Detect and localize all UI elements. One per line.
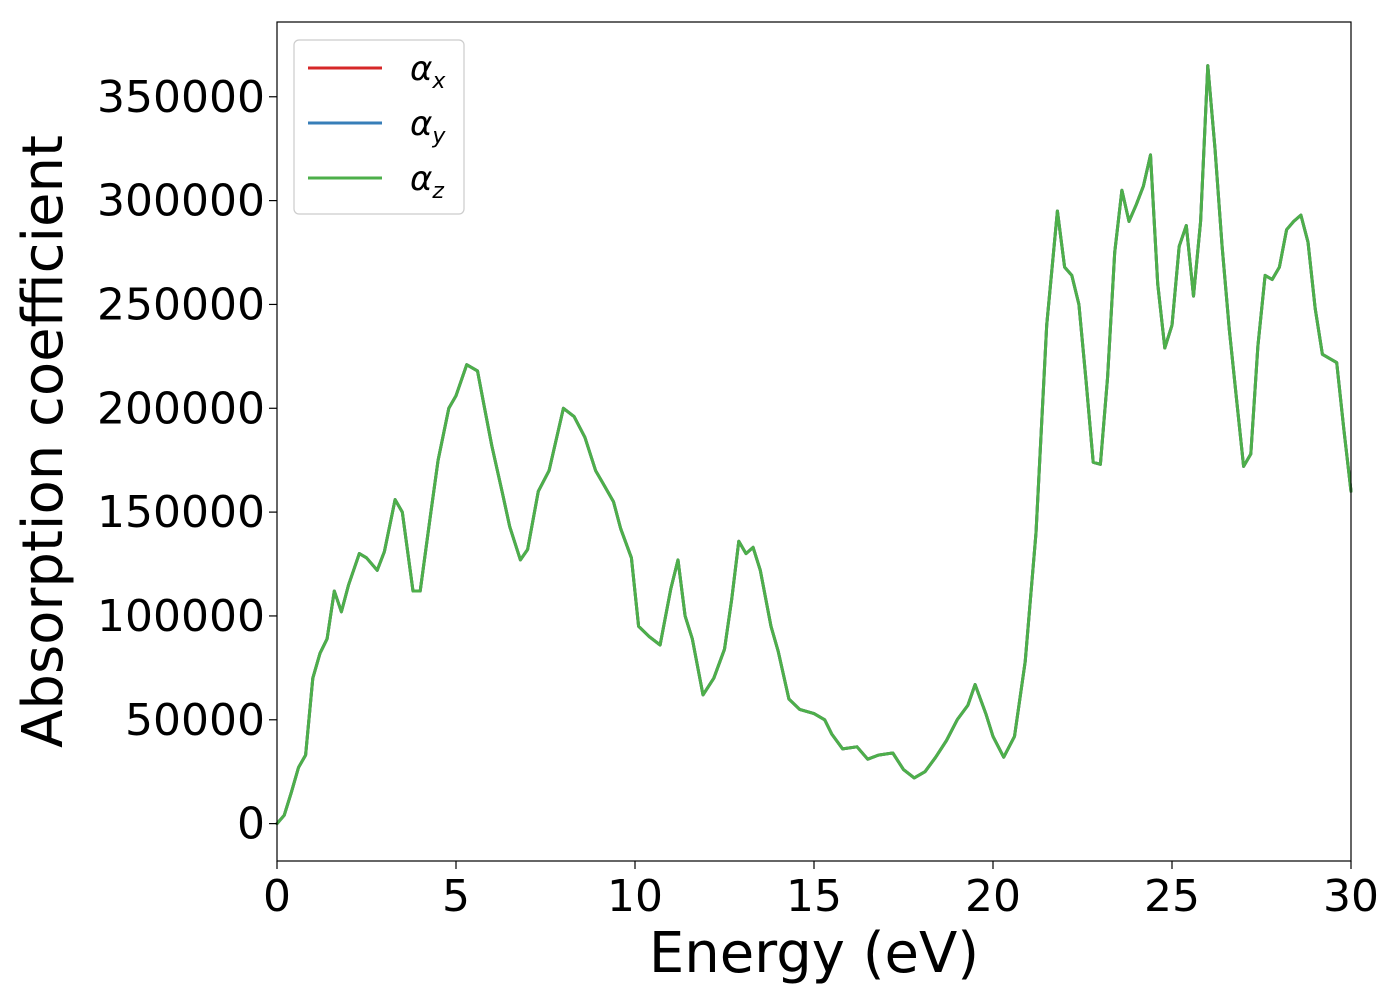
x-tick-label: 0 [263, 871, 291, 922]
series-layer [275, 64, 1353, 826]
x-tick-label: 20 [965, 871, 1021, 922]
y-tick-label: 50000 [125, 695, 265, 746]
series-line-z [275, 64, 1353, 826]
y-axis-ticks: 0 50000 100000 150000 200000 250000 300000 3500… [97, 72, 277, 850]
y-tick-label: 100000 [97, 591, 265, 642]
x-tick-label: 15 [786, 871, 842, 922]
y-tick-label: 150000 [97, 487, 265, 538]
legend-box [293, 39, 465, 215]
legend-label-z: αz [410, 159, 444, 204]
x-axis-label: Energy (eV) [649, 921, 979, 986]
y-tick-label: 250000 [97, 279, 265, 330]
y-tick-label: 350000 [97, 72, 265, 123]
y-tick-label: 300000 [97, 176, 265, 227]
legend-label-y: αy [410, 104, 446, 149]
x-tick-label: 10 [607, 871, 663, 922]
x-tick-label: 30 [1323, 871, 1379, 922]
x-tick-label: 25 [1144, 871, 1200, 922]
y-tick-label: 200000 [97, 383, 265, 434]
legend: αx αy αz [293, 39, 465, 215]
y-axis-label: Absorption coefficient [11, 135, 76, 748]
x-axis-ticks: 0 5 10 15 20 25 30 [263, 861, 1379, 922]
y-tick-label: 0 [237, 799, 265, 850]
legend-label-x: αx [410, 49, 446, 94]
x-tick-label: 5 [442, 871, 470, 922]
